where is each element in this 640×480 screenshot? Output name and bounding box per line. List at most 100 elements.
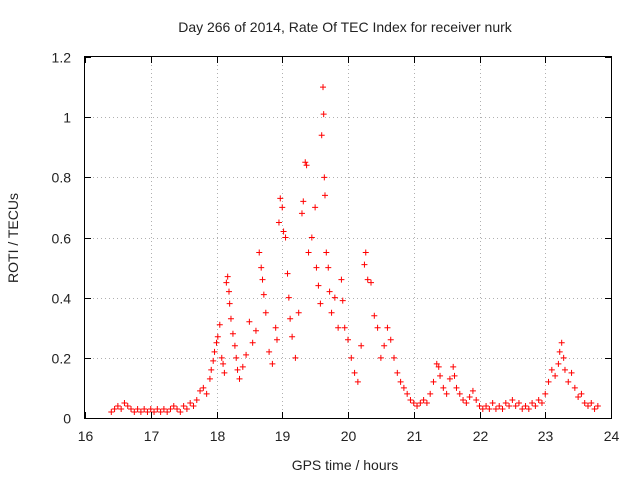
data-points	[108, 84, 601, 415]
y-tick-label: 0	[63, 411, 71, 427]
data-point	[565, 378, 572, 385]
data-point	[435, 363, 442, 370]
data-point	[320, 111, 327, 118]
data-point	[339, 297, 346, 304]
data-point	[345, 336, 351, 343]
data-point	[216, 321, 223, 328]
data-point	[284, 270, 291, 277]
data-point	[234, 366, 241, 373]
data-point	[193, 396, 200, 403]
x-axis-label: GPS time / hours	[292, 457, 399, 473]
data-point	[157, 408, 164, 415]
data-point	[420, 396, 427, 403]
data-point	[558, 339, 565, 346]
data-point	[258, 264, 265, 271]
data-point	[211, 348, 218, 355]
data-point	[124, 402, 131, 409]
x-tick-label: 20	[341, 428, 357, 444]
data-point	[269, 360, 276, 367]
data-point	[134, 405, 141, 412]
data-point	[483, 402, 490, 409]
data-point	[423, 399, 430, 406]
data-point	[391, 354, 398, 361]
data-point	[183, 405, 190, 412]
data-point	[358, 342, 365, 349]
data-point	[404, 390, 411, 397]
data-point	[384, 324, 391, 331]
y-tick-label: 0.4	[52, 291, 72, 307]
data-point	[571, 384, 578, 391]
data-point	[321, 192, 328, 199]
data-point	[348, 354, 355, 361]
data-point	[351, 369, 358, 376]
data-point	[407, 396, 414, 403]
data-point	[377, 354, 384, 361]
data-point	[341, 324, 348, 331]
data-point	[466, 393, 473, 400]
data-point	[479, 405, 486, 412]
plot-frame	[84, 56, 612, 419]
x-tick-label: 16	[78, 428, 94, 444]
data-point	[364, 276, 371, 283]
data-point	[197, 387, 204, 394]
data-point	[206, 375, 213, 382]
data-point	[509, 396, 516, 403]
data-point	[218, 354, 225, 361]
data-point	[427, 390, 434, 397]
data-point	[362, 249, 369, 256]
x-tick-label: 18	[210, 428, 226, 444]
data-point	[231, 342, 238, 349]
data-point	[561, 366, 568, 373]
data-point	[256, 249, 263, 256]
data-point	[203, 390, 210, 397]
data-point	[381, 342, 388, 349]
data-point	[374, 324, 381, 331]
data-point	[548, 366, 555, 373]
data-point	[224, 273, 231, 280]
data-point	[147, 405, 154, 412]
data-point	[414, 402, 421, 409]
y-tick-label: 0.8	[52, 170, 72, 186]
data-point	[144, 408, 151, 415]
data-point	[394, 369, 401, 376]
data-point	[320, 84, 327, 91]
data-point	[387, 336, 394, 343]
data-point	[229, 330, 236, 337]
data-point	[111, 405, 118, 412]
data-point	[437, 372, 444, 379]
data-point	[575, 393, 582, 400]
data-point	[131, 408, 138, 415]
data-point	[305, 249, 312, 256]
data-point	[243, 351, 250, 358]
data-point	[279, 204, 286, 211]
data-point	[545, 378, 552, 385]
data-point	[450, 363, 457, 370]
data-point	[287, 315, 294, 322]
data-point	[262, 309, 269, 316]
data-point	[220, 360, 227, 367]
data-point	[225, 288, 232, 295]
data-point	[443, 390, 450, 397]
data-point	[338, 276, 345, 283]
data-point	[190, 402, 197, 409]
y-tick-label: 1.2	[52, 50, 72, 66]
data-point	[496, 402, 503, 409]
data-point	[266, 348, 273, 355]
data-point	[318, 132, 325, 139]
data-point	[451, 372, 458, 379]
data-point	[259, 276, 266, 283]
data-point	[502, 399, 509, 406]
data-point	[227, 315, 234, 322]
data-point	[354, 378, 361, 385]
data-point	[446, 375, 453, 382]
data-point	[252, 327, 259, 334]
data-point	[221, 369, 228, 376]
x-tick-label: 23	[538, 428, 554, 444]
data-point	[308, 234, 315, 241]
data-point	[486, 405, 493, 412]
data-point	[361, 261, 368, 268]
data-point	[331, 294, 338, 301]
data-point	[325, 264, 332, 271]
x-tick-label: 19	[275, 428, 291, 444]
data-point	[233, 354, 240, 361]
